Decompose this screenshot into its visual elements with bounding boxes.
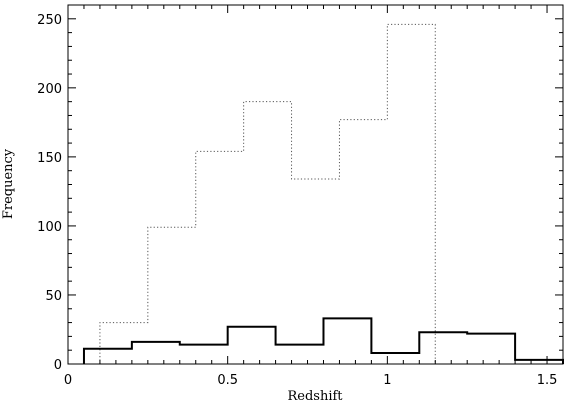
x-tick-label: 1 xyxy=(383,373,391,388)
y-tick-label: 150 xyxy=(37,151,62,166)
y-tick-label: 0 xyxy=(54,358,62,373)
histogram-series-layer xyxy=(82,23,564,364)
y-tick-label: 50 xyxy=(45,289,62,304)
x-tick-label: 0.5 xyxy=(217,373,238,388)
y-tick-label: 200 xyxy=(37,82,62,97)
axis-ticks-layer xyxy=(67,5,564,365)
x-tick-label: 1.5 xyxy=(537,373,558,388)
x-tick-label: 0 xyxy=(64,373,72,388)
tick-labels-layer: 0 50 100 150 200 250 0 0.5 1 1.5 xyxy=(37,13,557,388)
y-tick-label: 100 xyxy=(37,220,62,235)
y-axis-label: Frequency xyxy=(1,148,16,219)
histogram-series-solid xyxy=(82,317,564,364)
plot-frame xyxy=(67,4,564,365)
histogram-series-dotted xyxy=(99,23,436,364)
x-axis-label: Redshift xyxy=(287,389,343,404)
y-tick-label: 250 xyxy=(37,13,62,28)
